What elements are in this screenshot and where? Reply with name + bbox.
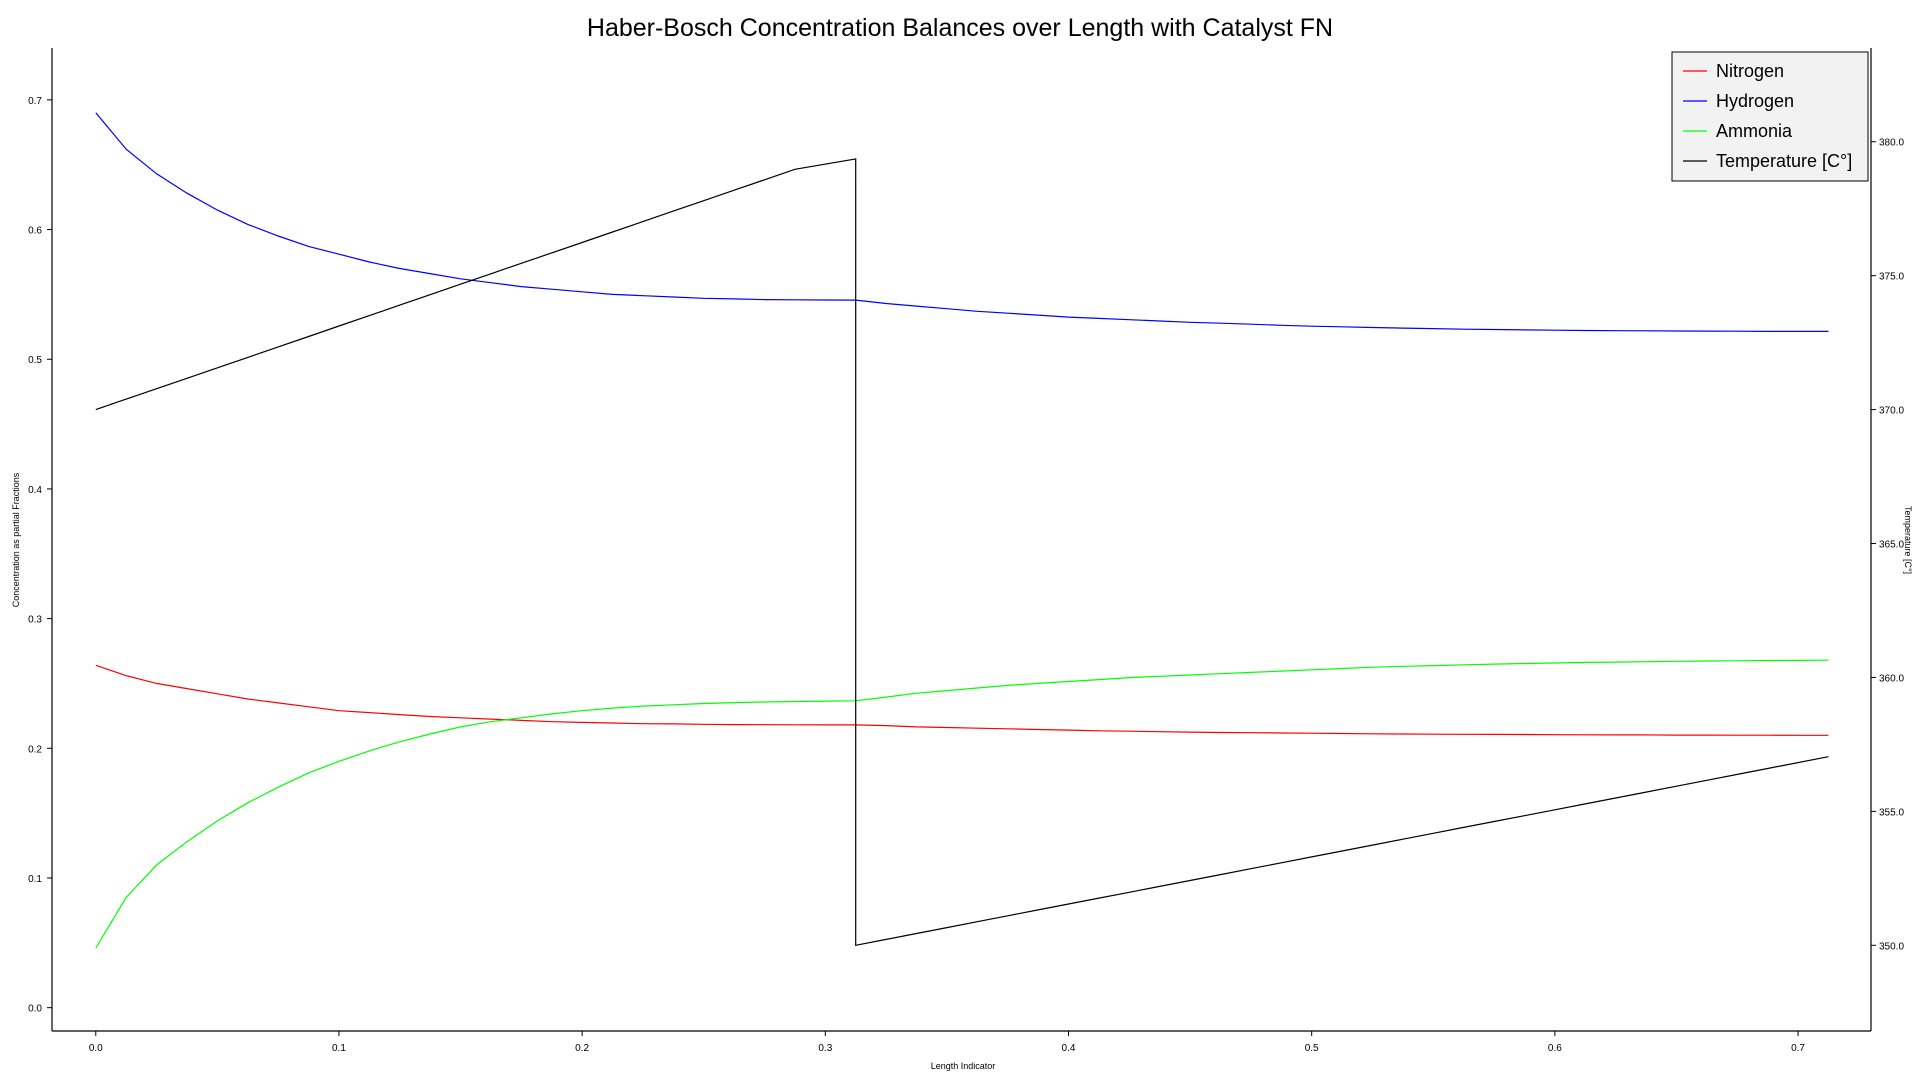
x-tick-label: 0.7	[1791, 1043, 1805, 1054]
nitrogen-series-line	[95, 664, 1829, 736]
legend-label-temperature-c: Temperature [C°]	[1716, 151, 1852, 171]
y-ticks: 0.0 0.1 0.2 0.3 0.4 0.5 0.6 0.7	[28, 96, 52, 1015]
y-tick-label: 0.6	[28, 226, 42, 237]
y-tick-label: 0.0	[28, 1004, 42, 1015]
y-tick-label: 0.4	[28, 485, 42, 496]
y2-tick-label: 360.0	[1879, 673, 1904, 684]
x-tick-label: 0.3	[818, 1043, 832, 1054]
y2-tick-label: 370.0	[1879, 406, 1904, 417]
y-tick-label: 0.1	[28, 874, 42, 885]
legend-label-hydrogen: Hydrogen	[1716, 91, 1794, 111]
y2-tick-label: 365.0	[1879, 540, 1904, 551]
ammonia-series-line	[95, 659, 1829, 949]
axes	[51, 48, 1872, 1032]
x-tick-label: 0.2	[575, 1043, 589, 1054]
x-tick-label: 0.6	[1548, 1043, 1562, 1054]
chart-title: Haber-Bosch Concentration Balances over …	[587, 14, 1333, 42]
legend: Nitrogen Hydrogen Ammonia Temperature [C°]	[1671, 51, 1869, 182]
y-tick-label: 0.2	[28, 744, 42, 755]
series-lines	[95, 112, 1829, 949]
y-tick-label: 0.3	[28, 615, 42, 626]
x-ticks: 0.0 0.1 0.2 0.3 0.4 0.5 0.6 0.7	[89, 1031, 1805, 1054]
x-tick-label: 0.4	[1062, 1043, 1076, 1054]
legend-label-nitrogen: Nitrogen	[1716, 61, 1784, 81]
x-tick-label: 0.1	[332, 1043, 346, 1054]
legend-label-ammonia: Ammonia	[1716, 121, 1793, 141]
y-axis-label: Concentration as partial Fractions	[11, 472, 21, 607]
y2-ticks: 350.0 355.0 360.0 365.0 370.0 375.0 380.0	[1871, 138, 1904, 952]
y2-tick-label: 375.0	[1879, 272, 1904, 283]
y2-tick-label: 380.0	[1879, 138, 1904, 149]
x-tick-label: 0.5	[1305, 1043, 1319, 1054]
y2-tick-label: 355.0	[1879, 807, 1904, 818]
y-tick-label: 0.7	[28, 96, 42, 107]
y2-axis-label: Temperature [C°]	[1903, 506, 1913, 574]
y-tick-label: 0.5	[28, 355, 42, 366]
hydrogen-series-line	[95, 112, 1829, 332]
legend-box	[1671, 51, 1869, 182]
y2-tick-label: 350.0	[1879, 941, 1904, 952]
x-tick-label: 0.0	[89, 1043, 103, 1054]
x-axis-label: Length Indicator	[931, 1061, 996, 1071]
temperature-c-series-line	[95, 158, 1829, 947]
